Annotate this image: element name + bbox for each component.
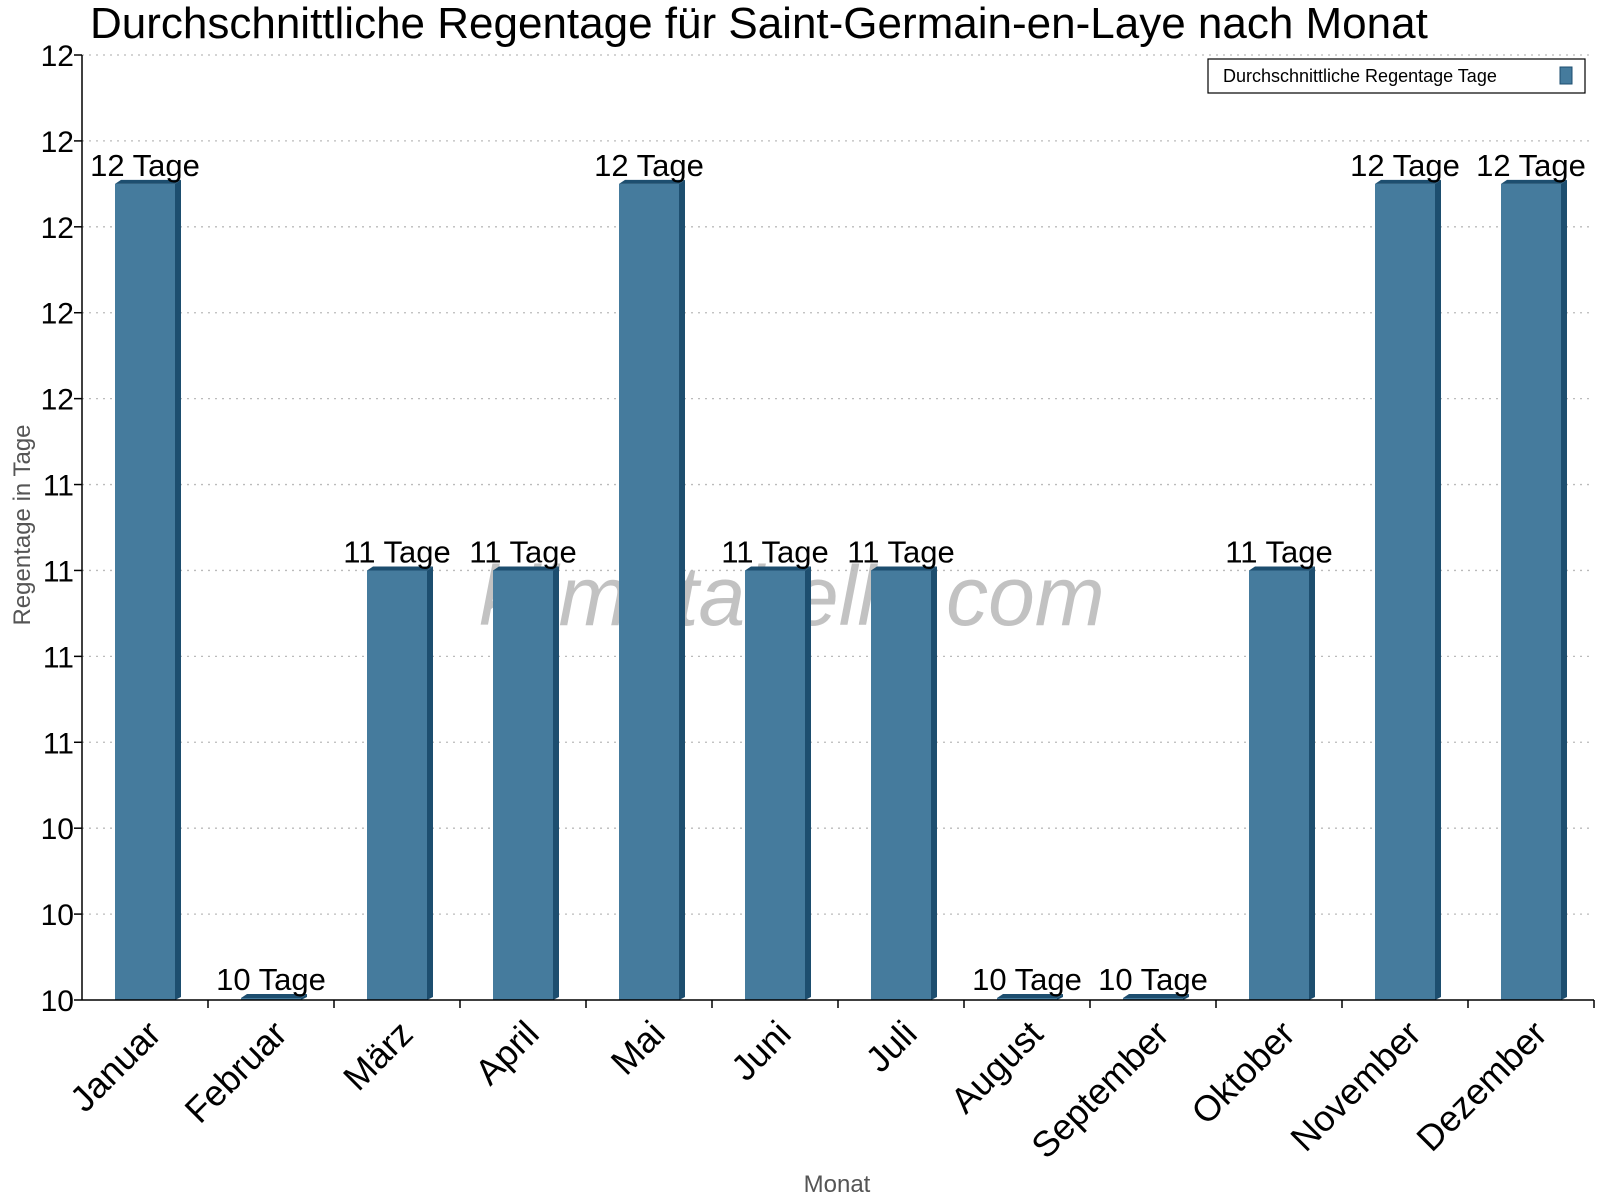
bar xyxy=(1249,570,1309,1000)
data-label: 11 Tage xyxy=(343,534,450,569)
x-axis-label: Monat xyxy=(804,1171,871,1198)
legend: Durchschnittliche Regentage Tage xyxy=(1207,58,1586,94)
y-tick-label: 10 xyxy=(41,813,74,846)
legend-box xyxy=(1207,58,1586,94)
bar-side xyxy=(679,179,685,1000)
y-tick-labels: 10 10 10 11 11 11 11 12 12 12 12 12 xyxy=(41,40,74,1018)
bar-side xyxy=(175,179,181,1000)
bar xyxy=(115,183,175,1000)
bar-side xyxy=(931,566,937,1000)
data-label: 11 Tage xyxy=(1225,534,1332,569)
data-labels-group: 12 Tage 10 Tage 11 Tage 11 Tage 12 Tage 11 Ta… xyxy=(90,148,1586,997)
bar-top xyxy=(367,566,433,571)
bar-side xyxy=(1057,994,1063,1000)
bar-top xyxy=(1501,179,1567,184)
y-tick-label: 12 xyxy=(41,212,74,245)
bar-side xyxy=(1561,179,1567,1000)
data-label: 10 Tage xyxy=(972,962,1082,997)
y-tick-label: 11 xyxy=(43,555,74,588)
x-tick-label: März xyxy=(335,1013,421,1099)
x-tick-label: Januar xyxy=(62,1013,169,1120)
bar-top xyxy=(241,994,307,998)
x-tick-label: April xyxy=(467,1013,547,1093)
x-tick-label: Mai xyxy=(603,1013,673,1083)
bars-group xyxy=(115,179,1567,1000)
bar xyxy=(1123,998,1183,1000)
bar-side xyxy=(301,994,307,1000)
x-tick-label: Juli xyxy=(857,1013,924,1080)
bar-side xyxy=(1309,566,1315,1000)
y-axis-label: Regentage in Tage xyxy=(9,424,36,625)
bar xyxy=(619,183,679,1000)
bar xyxy=(745,570,805,1000)
data-label: 11 Tage xyxy=(721,534,828,569)
x-tick-label: August xyxy=(942,1013,1050,1121)
y-tick-label: 11 xyxy=(43,727,74,760)
bar-top xyxy=(997,994,1063,998)
bar-top xyxy=(871,566,937,571)
legend-label: Durchschnittliche Regentage Tage xyxy=(1223,66,1497,86)
data-label: 11 Tage xyxy=(469,534,576,569)
x-tick-label: Oktober xyxy=(1183,1013,1303,1133)
data-label: 12 Tage xyxy=(594,148,704,183)
chart-title: Durchschnittliche Regentage für Saint-Ge… xyxy=(90,0,1428,48)
bar xyxy=(997,998,1057,1000)
bar xyxy=(367,570,427,1000)
y-tick-label: 12 xyxy=(41,298,74,331)
data-label: 10 Tage xyxy=(216,962,326,997)
bar-top xyxy=(493,566,559,571)
bar xyxy=(241,998,301,1000)
grid-lines xyxy=(82,54,1594,915)
y-tick-label: 11 xyxy=(43,470,74,503)
y-tick-label: 11 xyxy=(43,641,74,674)
x-tick-label: Februar xyxy=(177,1013,295,1131)
x-tick-label: Juni xyxy=(723,1013,799,1089)
bar-top xyxy=(619,179,685,184)
y-tick-label: 12 xyxy=(41,384,74,417)
bar-side xyxy=(1183,994,1189,1000)
bar-top xyxy=(1249,566,1315,571)
bar xyxy=(1375,183,1435,1000)
data-label: 12 Tage xyxy=(90,148,200,183)
axes-group xyxy=(74,54,1595,1008)
y-tick-label: 12 xyxy=(41,126,74,159)
x-tick-label: September xyxy=(1023,1013,1177,1167)
bar xyxy=(1501,183,1561,1000)
data-label: 10 Tage xyxy=(1098,962,1208,997)
bar-top xyxy=(115,179,181,184)
bar-side xyxy=(1435,179,1441,1000)
bar-top xyxy=(1123,994,1189,998)
bar-top xyxy=(1375,179,1441,184)
bar xyxy=(493,570,553,1000)
bar-side xyxy=(427,566,433,1000)
x-tick-labels: Januar Februar März April Mai Juni Juli AugustS… xyxy=(62,1013,1555,1167)
x-tick-label: November xyxy=(1282,1013,1428,1159)
data-label: 12 Tage xyxy=(1476,148,1586,183)
data-label: 11 Tage xyxy=(847,534,954,569)
y-tick-label: 10 xyxy=(41,985,74,1018)
bar-top xyxy=(745,566,811,571)
y-tick-label: 12 xyxy=(41,40,74,73)
data-label: 12 Tage xyxy=(1350,148,1460,183)
x-tick-label: Dezember xyxy=(1408,1013,1554,1159)
bar-side xyxy=(805,566,811,1000)
bar-side xyxy=(553,566,559,1000)
y-tick-label: 10 xyxy=(41,899,74,932)
legend-swatch xyxy=(1559,66,1573,85)
bar xyxy=(871,570,931,1000)
